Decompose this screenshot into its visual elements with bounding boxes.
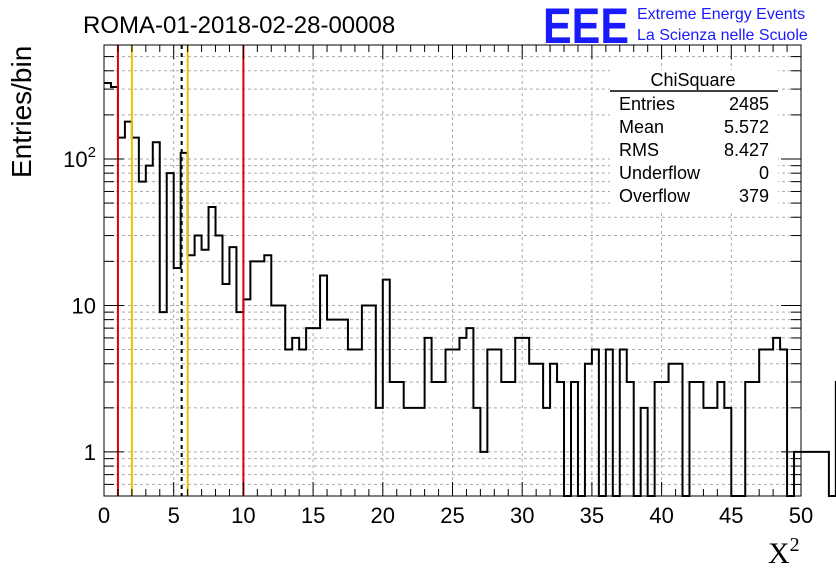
reference-lines <box>116 45 245 496</box>
chart-title: ROMA-01-2018-02-28-00008 <box>83 12 395 39</box>
x-tick-label: 40 <box>649 503 673 528</box>
x-tick-label: 15 <box>301 503 325 528</box>
stats-row-label: Entries <box>619 94 675 114</box>
y-tick-label-base: 1 <box>84 440 96 465</box>
stats-row-label: Mean <box>619 117 664 137</box>
stats-row-label: Underflow <box>619 163 701 183</box>
logo-line-1: Extreme Energy Events <box>637 6 805 23</box>
y-tick-label: 1 <box>84 440 96 465</box>
stats-row-label: Overflow <box>619 186 691 206</box>
stats-box-title: ChiSquare <box>650 70 735 90</box>
x-tick-label: 0 <box>98 503 110 528</box>
x-tick-label: 5 <box>168 503 180 528</box>
x-tick-label: 35 <box>580 503 604 528</box>
stats-box-background <box>610 70 778 210</box>
x-axis-title: X2 <box>768 534 800 570</box>
y-axis-title: Entries/bin <box>6 46 37 178</box>
y-tick-label: 10 <box>72 293 96 318</box>
stats-row-value: 8.427 <box>724 140 769 160</box>
stats-row-value: 5.572 <box>724 117 769 137</box>
x-axis-title-sup: 2 <box>790 534 800 556</box>
x-tick-label: 20 <box>371 503 395 528</box>
x-tick-label: 30 <box>510 503 534 528</box>
eee-logo: EEE <box>543 0 629 54</box>
logo-line-2: La Scienza nelle Scuole <box>637 27 808 44</box>
x-tick-label: 10 <box>231 503 255 528</box>
stats-row-value: 379 <box>739 186 769 206</box>
stats-row-label: RMS <box>619 140 659 160</box>
stats-box-rows: Entries 2485 Mean 5.572 RMS 8.427 Underflow 0 Ov… <box>619 94 769 206</box>
x-tick-label: 50 <box>789 503 813 528</box>
y-tick-label-exponent: 2 <box>88 144 96 161</box>
y-tick-label-base: 10 <box>72 293 96 318</box>
stats-row-value: 0 <box>759 163 769 183</box>
stats-row-value: 2485 <box>729 94 769 114</box>
stats-box: ChiSquare Entries 2485 Mean 5.572 RMS 8.427 Un… <box>610 70 778 210</box>
x-tick-label: 45 <box>719 503 743 528</box>
x-axis-title-main: X <box>768 537 790 570</box>
x-axis-ticks: 0 5 10 15 20 25 30 35 40 45 50 <box>98 45 813 528</box>
y-tick-label-base: 10 <box>63 147 87 172</box>
x-tick-label: 25 <box>440 503 464 528</box>
y-tick-label: 102 <box>63 144 96 172</box>
